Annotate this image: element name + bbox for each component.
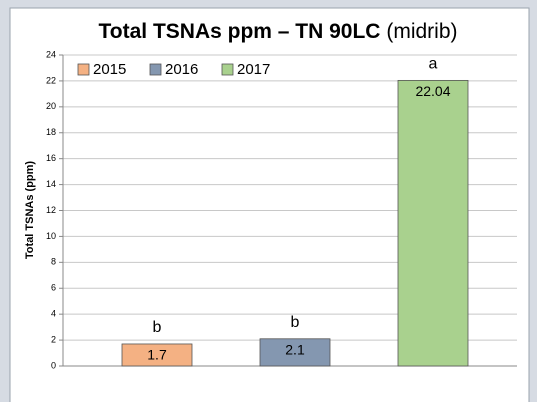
y-tick-label: 20 [46,101,56,111]
value-label: 2.1 [285,341,305,357]
y-axis-label: Total TSNAs (ppm) [24,161,36,260]
y-tick-label: 6 [51,283,56,293]
annotation: b [291,314,300,331]
y-tick-label: 22 [46,75,56,85]
value-label: 1.7 [147,347,167,363]
y-tick-label: 12 [46,205,56,215]
bar [259,338,331,367]
title-suffix: (midrib) [386,20,457,43]
y-tick-label: 10 [46,231,56,241]
legend-label: 2015 [93,61,126,78]
bar [121,343,193,367]
y-tick-label: 14 [46,179,56,189]
legend-label: 2016 [165,61,198,78]
legend-swatch [149,63,162,76]
legend-label: 2017 [237,61,270,78]
y-tick-label: 24 [46,49,56,59]
y-tick-label: 8 [51,257,56,267]
annotation: b [153,319,162,336]
y-tick-label: 4 [51,309,56,319]
bar [397,79,469,367]
value-label: 22.04 [415,83,450,99]
legend-swatch [77,63,90,76]
y-tick-label: 0 [51,360,56,370]
y-tick-label: 18 [46,127,56,137]
y-tick-label: 2 [51,334,56,344]
chart-title: Total TSNAs ppm – TN 90LC (midrib) [99,20,458,43]
title-main: Total TSNAs ppm – TN 90LC [99,20,381,43]
annotation: a [429,56,438,73]
legend-swatch [221,63,234,76]
y-tick-label: 16 [46,153,56,163]
